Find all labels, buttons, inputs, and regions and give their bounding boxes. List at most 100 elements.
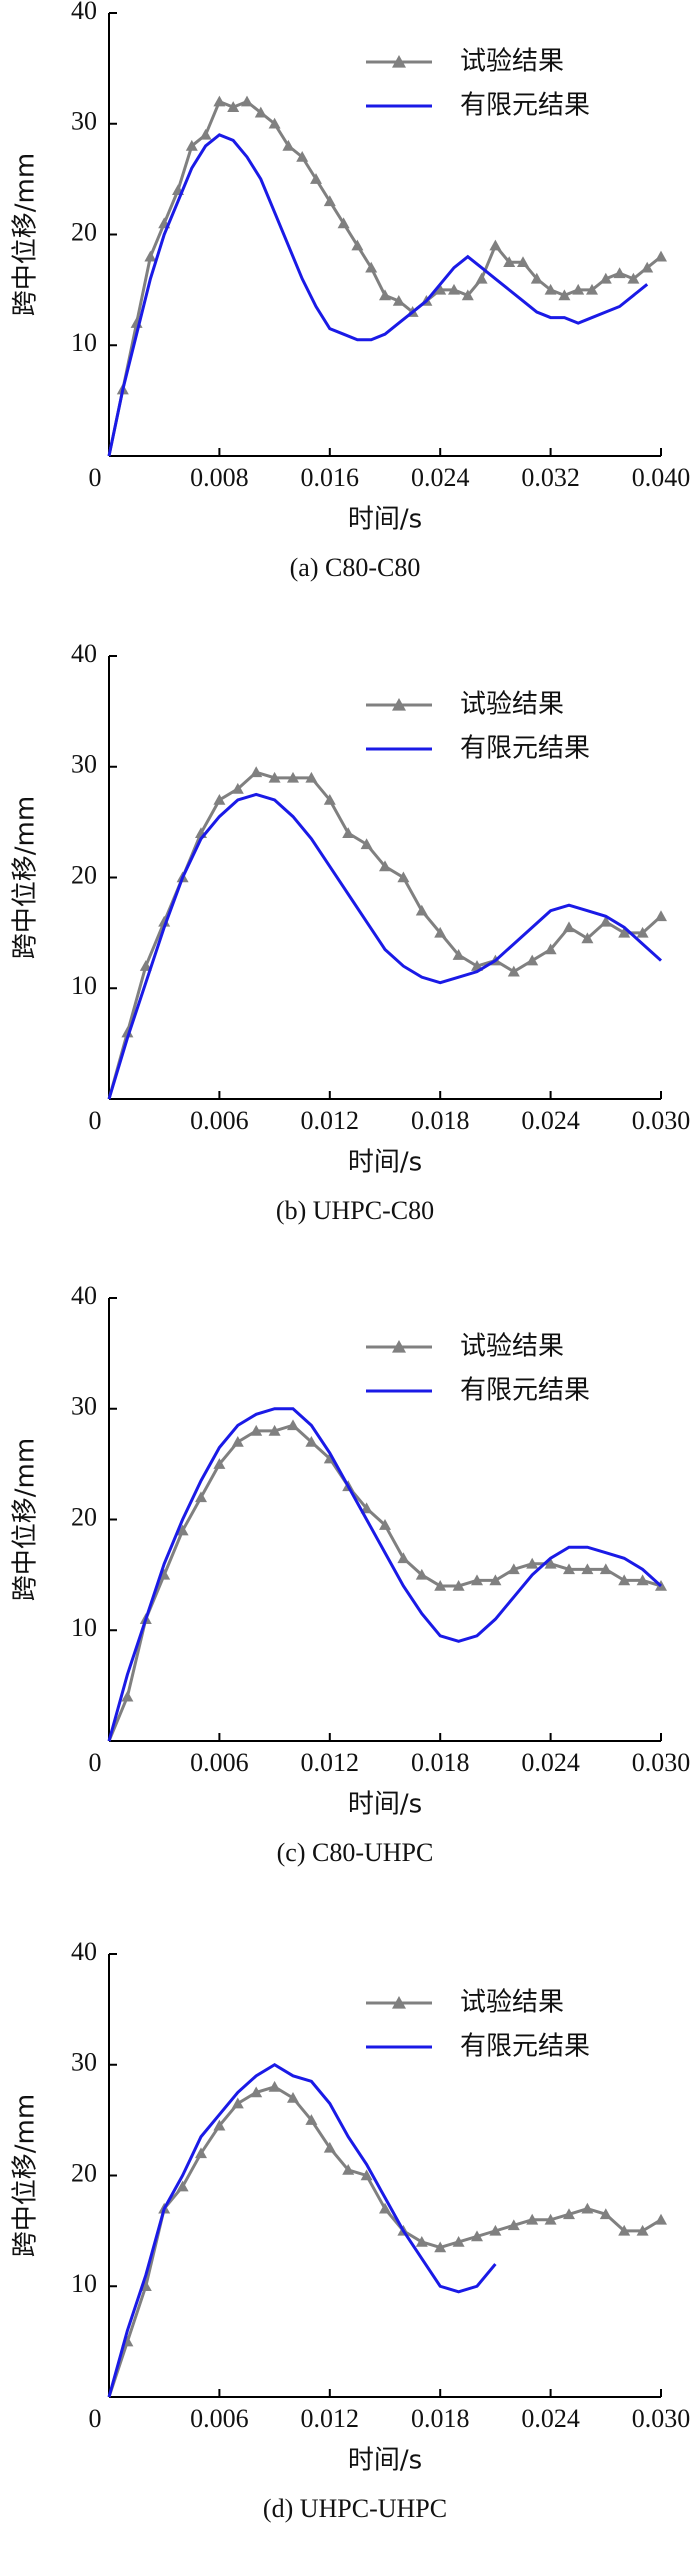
marker [526,1557,539,1569]
marker [526,954,539,966]
marker [250,766,263,778]
marker [323,2141,336,2153]
marker [572,283,585,295]
marker [231,782,244,794]
x-tick-label: 0.012 [301,2404,360,2433]
marker [434,283,447,295]
legend-label: 试验结果 [460,1332,564,1362]
x-tick-label: 0.018 [411,2404,470,2433]
marker [544,2213,557,2225]
marker [434,1579,447,1591]
legend-label: 试验结果 [460,690,564,720]
legend-label: 试验结果 [460,1988,564,2018]
marker [241,95,253,107]
caption: (c) C80-UHPC [277,1838,434,1867]
legend-label: 有限元结果 [460,734,590,764]
y-tick-label: 30 [71,1392,97,1421]
x-tick-label: 0.006 [190,1106,249,1135]
caption: (d) UHPC-UHPC [263,2494,447,2523]
y-axis-label: 跨中位移/mm [11,1438,41,1601]
marker [213,2119,226,2131]
x-axis-label: 时间/s [348,2446,422,2476]
marker [176,2180,189,2192]
y-tick-label: 10 [71,2269,97,2298]
marker [452,1579,465,1591]
x-tick-label: 0.012 [301,1748,360,1777]
marker [641,261,654,273]
marker [461,289,474,301]
x-tick-label: 0.024 [521,1748,580,1777]
marker [415,2235,428,2247]
marker [379,1519,391,1530]
marker [227,101,240,112]
marker [434,2241,447,2253]
marker [231,1435,244,1447]
marker [489,2224,502,2236]
marker [121,1026,134,1038]
marker [558,289,571,301]
marker [379,2202,391,2214]
x-axis-label: 时间/s [348,505,422,535]
series-line [107,792,663,1100]
marker [636,1574,649,1586]
marker [489,1574,502,1586]
marker [397,1552,410,1564]
marker [655,250,667,262]
marker [434,926,447,938]
series-line [107,1407,663,1742]
marker [415,904,428,916]
marker [613,267,626,279]
marker [392,294,405,306]
y-tick-label: 30 [71,750,97,779]
x-tick-label: 0.008 [190,463,249,492]
marker [655,2213,667,2225]
marker [379,289,391,301]
y-tick-label: 10 [71,1613,97,1642]
x-tick-label: 0.024 [521,1106,580,1135]
x-tick-label: 0.016 [301,463,360,492]
marker [544,1557,557,1569]
x-tick-label: 0.024 [411,463,470,492]
legend-marker [392,1340,406,1353]
marker [489,239,502,251]
marker [507,2219,520,2231]
marker [365,261,378,273]
legend-label: 有限元结果 [460,91,590,121]
marker [360,2169,373,2181]
y-tick-label: 10 [71,971,97,1000]
marker [618,2224,631,2236]
marker [636,2224,649,2236]
marker [507,965,520,977]
marker [231,2097,244,2109]
marker [185,139,198,151]
marker [305,771,318,783]
marker [121,1690,134,1702]
marker [581,932,594,944]
marker [268,1424,281,1436]
series-line [107,2085,662,2398]
x-tick-label: 0.030 [632,1748,691,1777]
legend-marker [392,698,406,711]
marker [581,1563,594,1575]
marker [526,2213,539,2225]
marker [296,150,309,162]
series-line [107,133,649,457]
marker [337,217,350,229]
marker [144,250,157,262]
marker [452,949,465,960]
marker [471,2230,483,2242]
legend-marker [392,55,406,68]
y-axis-label: 跨中位移/mm [11,2094,41,2257]
marker [517,256,529,267]
marker [158,915,171,927]
marker [213,1458,226,1469]
legend-marker [392,1996,406,2009]
y-tick-label: 20 [71,860,97,889]
y-tick-label: 20 [71,2158,97,2187]
y-tick-label: 40 [71,639,97,668]
series-line [107,2062,497,2398]
marker [627,272,640,284]
marker [544,283,557,295]
x-tick-label: 0 [89,463,102,492]
marker [599,1563,612,1575]
